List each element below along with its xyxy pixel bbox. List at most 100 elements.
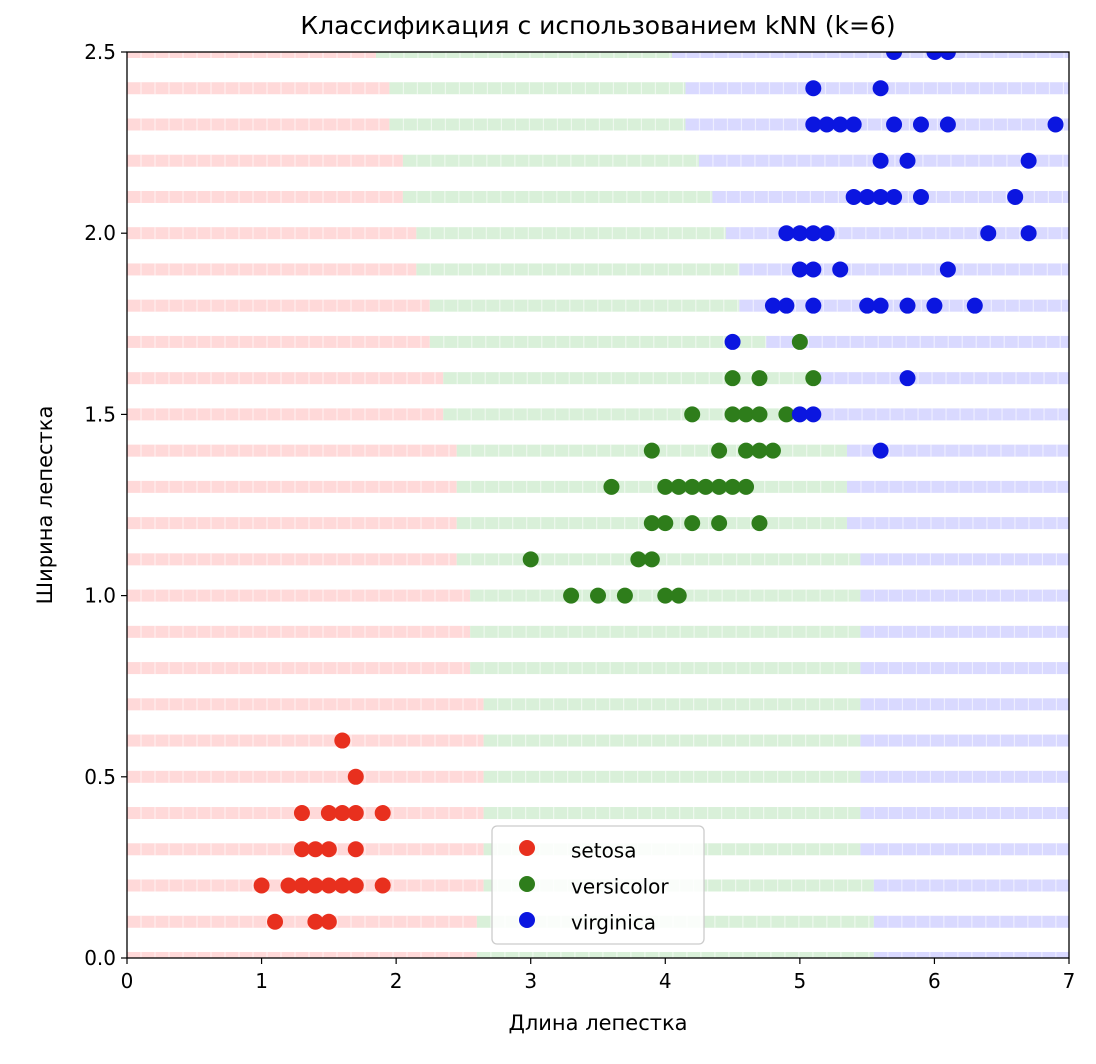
region-band-setosa xyxy=(127,480,457,493)
point-virginica xyxy=(966,297,983,314)
point-virginica xyxy=(926,52,943,60)
region-band-setosa xyxy=(127,444,457,457)
point-virginica xyxy=(899,370,916,387)
point-virginica xyxy=(939,261,956,278)
region-band-setosa xyxy=(127,734,484,747)
point-setosa xyxy=(334,732,351,749)
point-virginica xyxy=(872,442,889,459)
region-band-versicolor xyxy=(470,662,861,675)
region-band-virginica xyxy=(685,118,1069,131)
region-band-virginica xyxy=(725,227,1069,240)
point-virginica xyxy=(724,333,741,350)
point-virginica xyxy=(791,406,808,423)
region-band-virginica xyxy=(820,408,1069,421)
plot-frame xyxy=(126,51,1070,959)
x-tick-label: 3 xyxy=(524,969,537,993)
region-band-virginica xyxy=(860,662,1069,675)
point-virginica xyxy=(872,152,889,169)
point-virginica xyxy=(1007,188,1024,205)
legend-box xyxy=(491,825,705,945)
point-virginica xyxy=(818,225,835,242)
region-band-virginica xyxy=(860,770,1069,783)
point-setosa xyxy=(307,913,324,930)
legend-marker-versicolor xyxy=(519,876,535,892)
point-virginica xyxy=(805,261,822,278)
point-virginica xyxy=(872,188,889,205)
region-band-virginica xyxy=(860,807,1069,820)
region-band-virginica xyxy=(672,52,1069,58)
region-band-versicolor xyxy=(483,734,861,747)
region-band-versicolor xyxy=(483,807,861,820)
point-virginica xyxy=(886,116,903,133)
point-virginica xyxy=(805,116,822,133)
region-band-setosa xyxy=(127,190,403,203)
region-band-setosa xyxy=(127,118,390,131)
region-band-versicolor xyxy=(416,227,726,240)
point-versicolor xyxy=(751,442,768,459)
region-band-setosa xyxy=(127,625,471,638)
point-versicolor xyxy=(670,478,687,495)
point-virginica xyxy=(912,116,929,133)
region-band-setosa xyxy=(127,299,430,312)
y-axis: 0.0 0.5 1.0 1.5 2.0 2.5 xyxy=(84,40,127,970)
point-virginica xyxy=(778,225,795,242)
x-tick-label: 6 xyxy=(928,969,941,993)
x-tick-label: 5 xyxy=(793,969,806,993)
x-tick-label: 0 xyxy=(121,969,134,993)
region-band-setosa xyxy=(127,408,444,421)
point-virginica xyxy=(980,225,997,242)
point-versicolor xyxy=(724,478,741,495)
point-versicolor xyxy=(697,478,714,495)
point-virginica xyxy=(791,261,808,278)
y-tick-label: 1.0 xyxy=(84,584,116,608)
region-band-versicolor xyxy=(416,263,740,276)
point-setosa xyxy=(334,877,351,894)
point-setosa xyxy=(347,805,364,822)
region-band-setosa xyxy=(127,915,477,928)
point-versicolor xyxy=(751,370,768,387)
x-axis: 0 1 2 3 4 5 6 7 xyxy=(121,958,1076,993)
point-virginica xyxy=(859,188,876,205)
region-band-setosa xyxy=(127,52,376,58)
region-band-setosa xyxy=(127,82,390,95)
y-axis-label: Ширина лепестка xyxy=(33,406,57,605)
point-versicolor xyxy=(590,587,606,604)
region-band-setosa xyxy=(127,589,471,602)
point-versicolor xyxy=(764,442,781,459)
region-band-setosa xyxy=(127,227,417,240)
region-band-versicolor xyxy=(483,698,861,711)
region-band-setosa xyxy=(127,770,484,783)
point-versicolor xyxy=(805,370,822,387)
point-virginica xyxy=(886,52,903,60)
point-virginica xyxy=(778,297,795,314)
region-band-virginica xyxy=(860,553,1069,566)
point-versicolor xyxy=(630,551,647,568)
region-band-virginica xyxy=(846,480,1069,493)
x-tick-label: 2 xyxy=(390,969,403,993)
region-band-versicolor xyxy=(389,82,686,95)
point-virginica xyxy=(872,297,889,314)
x-tick-label: 1 xyxy=(255,969,268,993)
legend: setosa versicolor virginica xyxy=(491,825,705,945)
point-setosa xyxy=(293,877,310,894)
point-setosa xyxy=(347,877,364,894)
region-band-virginica xyxy=(860,589,1069,602)
point-setosa xyxy=(374,877,391,894)
region-band-virginica xyxy=(739,263,1069,276)
point-versicolor xyxy=(603,478,620,495)
chart-title: Классификация с использованием kNN (k=6) xyxy=(300,11,895,40)
y-tick-label: 0.0 xyxy=(84,946,116,970)
point-virginica xyxy=(832,261,849,278)
point-setosa xyxy=(374,805,391,822)
x-tick-label: 7 xyxy=(1063,969,1076,993)
region-band-versicolor xyxy=(389,118,686,131)
point-virginica xyxy=(899,152,916,169)
region-band-virginica xyxy=(860,734,1069,747)
region-band-setosa xyxy=(127,372,444,385)
point-versicolor xyxy=(778,406,795,423)
point-versicolor xyxy=(684,515,701,532)
region-band-versicolor xyxy=(476,952,874,958)
region-band-versicolor xyxy=(402,190,713,203)
point-virginica xyxy=(1020,152,1037,169)
point-setosa xyxy=(267,913,284,930)
